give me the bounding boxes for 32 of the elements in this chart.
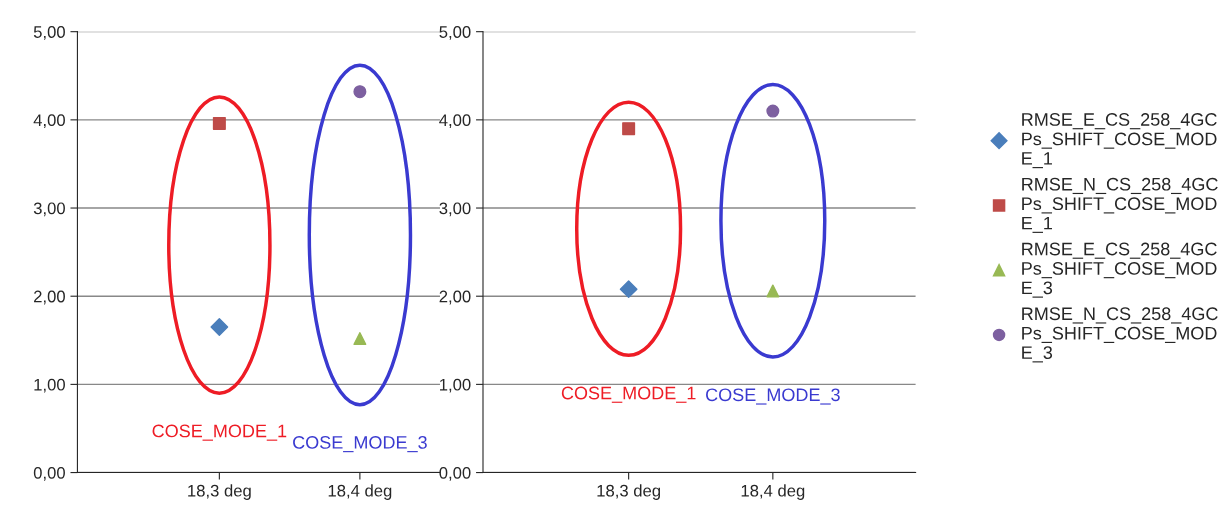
y-tick-label: 1,00: [34, 378, 65, 393]
legend-label: RMSE_N_CS_258_4GCPs_SHIFT_COSE_MODE_3: [1022, 307, 1218, 363]
y-tick-label: 4,00: [439, 114, 471, 129]
point: [766, 104, 780, 118]
point: [619, 280, 638, 299]
x-tick-label: 18,3 deg: [188, 484, 251, 500]
x-tick-label: 18,4 deg: [328, 484, 392, 500]
x-tick-label: 18,4 deg: [741, 484, 805, 500]
y-tick-label: 4,00: [33, 114, 65, 129]
y-tick-label: 1,00: [440, 378, 471, 393]
y-tick-label: 0,00: [439, 466, 471, 481]
legend-label: RMSE_N_CS_258_4GCPs_SHIFT_COSE_MODE_1: [1022, 177, 1218, 233]
point: [353, 332, 367, 346]
y-tick-label: 2,00: [439, 290, 471, 305]
annotation: COSE_MODE_1: [152, 424, 287, 441]
y-tick-label: 0,00: [33, 466, 65, 481]
y-tick-label: 3,00: [439, 202, 471, 217]
annotation: COSE_MODE_1: [561, 386, 696, 403]
x-tick-label: 18,3 deg: [597, 484, 661, 500]
point: [766, 284, 780, 298]
point: [622, 122, 636, 136]
y-tick-label: 5,00: [33, 26, 65, 40]
y-tick-label: 3,00: [33, 202, 65, 217]
annotation: COSE_MODE_3: [293, 436, 427, 453]
y-tick-label: 5,00: [439, 26, 471, 40]
point: [212, 116, 226, 130]
legend-label: RMSE_E_CS_258_4GCPs_SHIFT_COSE_MODE_3: [1022, 242, 1217, 298]
point: [210, 318, 229, 336]
y-tick-label: 2,00: [34, 290, 65, 305]
point: [353, 85, 367, 99]
annotation: COSE_MODE_3: [706, 388, 840, 405]
legend-label: RMSE_E_CS_258_4GCPs_SHIFT_COSE_MODE_1: [1022, 113, 1217, 169]
